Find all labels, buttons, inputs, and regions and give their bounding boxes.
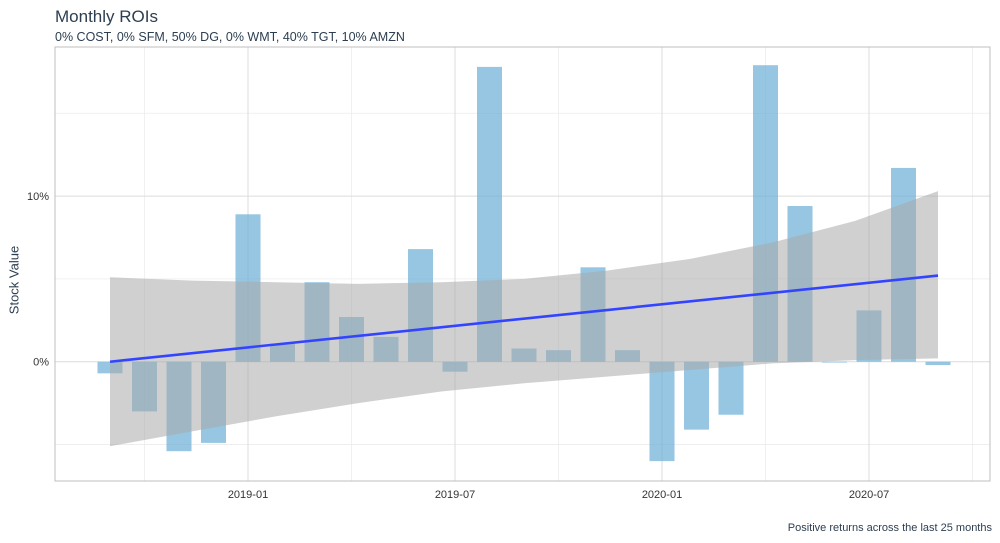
x-tick-label: 2020-01 — [642, 489, 682, 501]
y-tick-labels: 0% 10% — [27, 191, 49, 369]
x-tick-label: 2019-07 — [435, 489, 475, 501]
bar — [925, 361, 951, 366]
chart-svg: 0% 10% 2019-01 2019-07 2020-01 2020-07 — [27, 46, 991, 501]
trend-line — [109, 274, 939, 364]
plot-border — [54, 46, 991, 482]
bar — [822, 361, 847, 363]
chart-title: Monthly ROIs — [55, 7, 158, 26]
bar — [718, 361, 744, 415]
x-tick-label: 2020-07 — [849, 489, 889, 501]
x-tick-labels: 2019-01 2019-07 2020-01 2020-07 — [228, 489, 889, 501]
x-tick-label: 2019-01 — [228, 489, 268, 501]
bar — [649, 361, 675, 462]
y-tick-label: 0% — [33, 357, 49, 369]
y-tick-label: 10% — [27, 191, 49, 203]
bar — [684, 361, 709, 430]
chart-caption: Positive returns across the last 25 mont… — [787, 522, 992, 534]
chart-subtitle: 0% COST, 0% SFM, 50% DG, 0% WMT, 40% TGT… — [55, 30, 405, 44]
